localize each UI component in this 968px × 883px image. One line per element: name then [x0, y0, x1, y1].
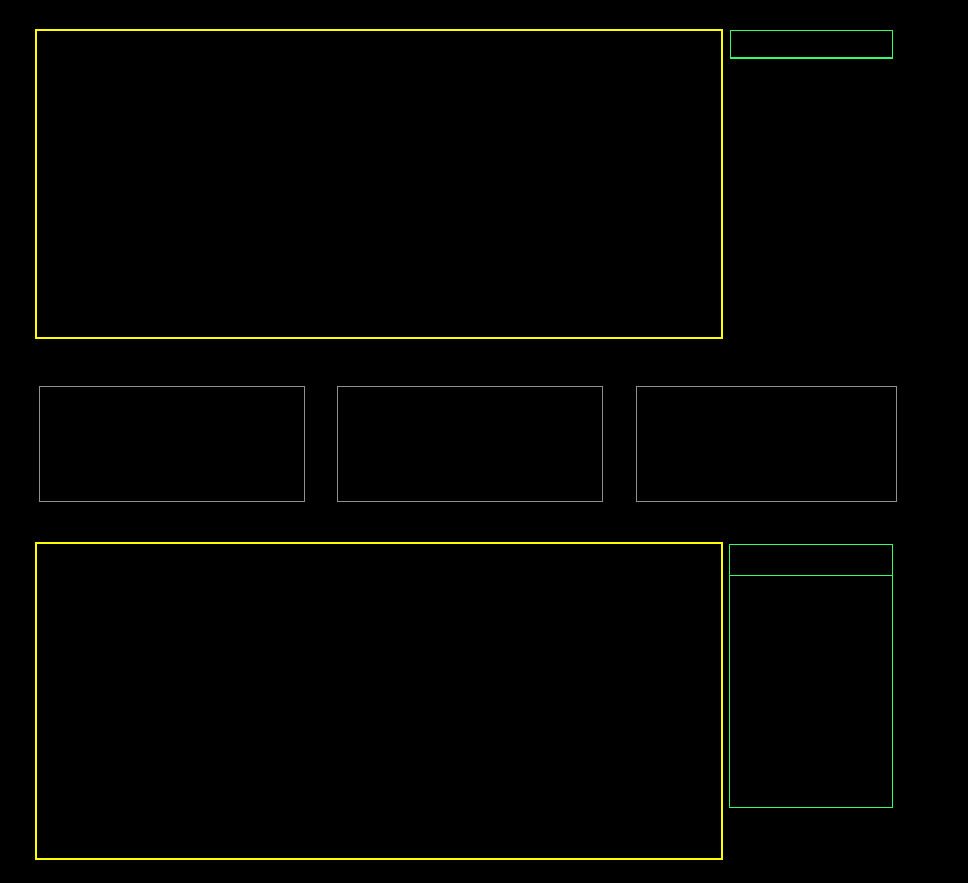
autoscala-output-panel	[730, 30, 893, 59]
ionogram-main-plot[interactable]	[35, 29, 723, 339]
thumbnail-canvas-2	[338, 387, 602, 501]
aip-rows	[730, 576, 892, 580]
aip-title	[730, 545, 892, 576]
thumbnail-original-ionogram[interactable]	[39, 386, 305, 502]
thumbnail-evidence-f2-trace[interactable]	[636, 386, 897, 502]
ionogram-profile-canvas	[37, 544, 721, 858]
ionogram-profile-plot[interactable]	[35, 542, 723, 860]
thumbnail-canvas-3	[637, 387, 896, 501]
thumbnail-eliminate-multiples[interactable]	[337, 386, 603, 502]
ionogram-main-canvas	[37, 31, 721, 337]
autoscala-title	[731, 31, 892, 58]
aip-output-panel	[729, 544, 893, 808]
thumbnail-canvas-1	[40, 387, 304, 501]
